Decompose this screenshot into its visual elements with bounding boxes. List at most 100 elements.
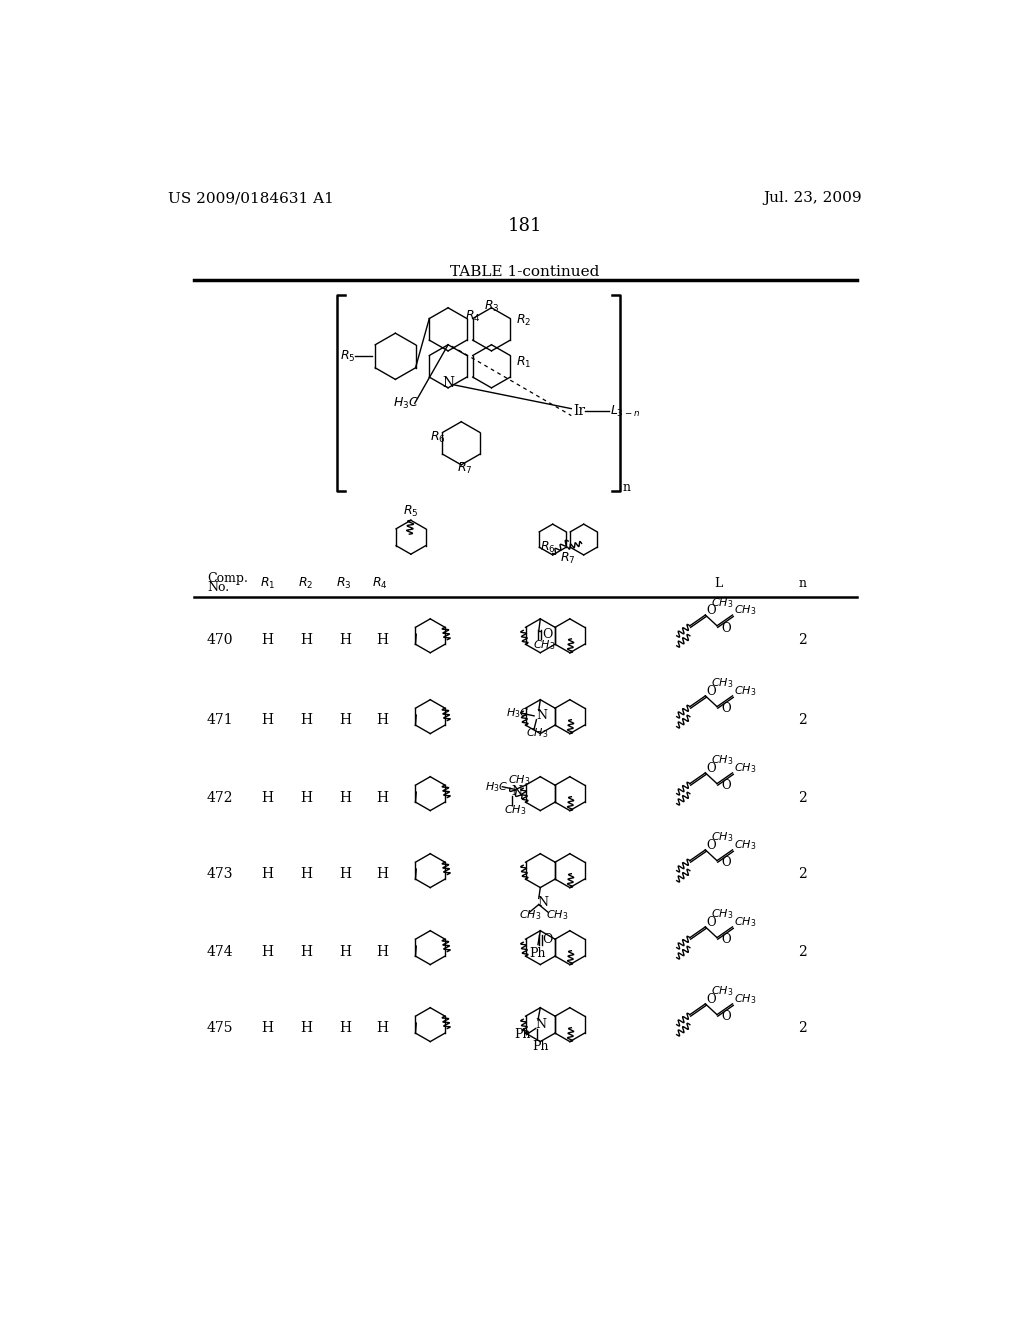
Text: $R_4$: $R_4$ (465, 309, 481, 323)
Text: $R_5$: $R_5$ (403, 503, 419, 519)
Text: $CH_3$: $CH_3$ (734, 915, 757, 929)
Text: $CH_3$: $CH_3$ (734, 603, 757, 618)
Text: O: O (707, 762, 716, 775)
Text: H: H (339, 791, 351, 804)
Text: H: H (376, 867, 388, 882)
Text: US 2009/0184631 A1: US 2009/0184631 A1 (168, 191, 334, 206)
Text: H: H (339, 945, 351, 958)
Text: O: O (543, 628, 553, 640)
Text: $CH_3$: $CH_3$ (532, 638, 555, 652)
Text: n: n (623, 480, 631, 494)
Text: 2: 2 (798, 632, 807, 647)
Text: $CH_3$: $CH_3$ (734, 838, 757, 853)
Text: O: O (707, 603, 716, 616)
Text: O: O (707, 685, 716, 698)
Text: 475: 475 (207, 1022, 233, 1035)
Text: $R_7$: $R_7$ (458, 461, 473, 477)
Text: $R_4$: $R_4$ (372, 576, 388, 591)
Text: 473: 473 (207, 867, 233, 882)
Text: N: N (442, 376, 454, 391)
Text: Ir: Ir (573, 404, 586, 418)
Text: $CH_3$: $CH_3$ (734, 762, 757, 775)
Text: O: O (721, 702, 730, 715)
Text: O: O (721, 622, 730, 635)
Text: $L_{3-n}$: $L_{3-n}$ (610, 404, 640, 418)
Text: $R_3$: $R_3$ (336, 576, 351, 591)
Text: $H_3C$: $H_3C$ (393, 396, 419, 411)
Text: H: H (339, 867, 351, 882)
Text: $CH_3$: $CH_3$ (504, 803, 526, 817)
Text: n: n (799, 577, 806, 590)
Text: $R_1$: $R_1$ (260, 576, 275, 591)
Text: H: H (300, 791, 312, 804)
Text: $CH_3$: $CH_3$ (509, 774, 530, 788)
Text: 474: 474 (207, 945, 233, 958)
Text: N: N (512, 785, 522, 797)
Text: $CH_3$: $CH_3$ (526, 727, 549, 741)
Text: H: H (339, 714, 351, 727)
Text: Comp.: Comp. (207, 572, 248, 585)
Text: 2: 2 (798, 714, 807, 727)
Text: H: H (376, 945, 388, 958)
Text: 472: 472 (207, 791, 233, 804)
Text: 471: 471 (207, 714, 233, 727)
Text: H: H (300, 1022, 312, 1035)
Text: O: O (707, 838, 716, 851)
Text: $R_2$: $R_2$ (299, 576, 313, 591)
Text: H: H (261, 791, 273, 804)
Text: 2: 2 (798, 867, 807, 882)
Text: H: H (376, 632, 388, 647)
Text: H: H (261, 714, 273, 727)
Text: O: O (721, 933, 730, 946)
Text: $CH_3$: $CH_3$ (547, 908, 569, 923)
Text: $R_6$: $R_6$ (541, 540, 556, 554)
Text: H: H (300, 632, 312, 647)
Text: N: N (538, 896, 548, 909)
Text: Ph: Ph (529, 948, 546, 961)
Text: H: H (261, 632, 273, 647)
Text: O: O (707, 916, 716, 929)
Text: H: H (376, 714, 388, 727)
Text: $H_3C$: $H_3C$ (485, 780, 509, 793)
Text: $CH_3$: $CH_3$ (711, 985, 733, 998)
Text: $R_1$: $R_1$ (515, 355, 530, 370)
Text: H: H (261, 867, 273, 882)
Text: $CH_3$: $CH_3$ (518, 908, 541, 923)
Text: TABLE 1-continued: TABLE 1-continued (451, 265, 599, 280)
Text: H: H (376, 1022, 388, 1035)
Text: No.: No. (207, 581, 229, 594)
Text: $CH_3$: $CH_3$ (711, 677, 733, 690)
Text: $R_7$: $R_7$ (560, 552, 577, 566)
Text: H: H (300, 867, 312, 882)
Text: Ph: Ph (514, 1028, 530, 1041)
Text: $CH_3$: $CH_3$ (711, 908, 733, 921)
Text: H: H (261, 945, 273, 958)
Text: H: H (300, 945, 312, 958)
Text: O: O (721, 1010, 730, 1023)
Text: H: H (339, 1022, 351, 1035)
Text: O: O (721, 857, 730, 870)
Text: N: N (536, 1018, 547, 1031)
Text: 2: 2 (798, 945, 807, 958)
Text: 470: 470 (207, 632, 233, 647)
Text: Jul. 23, 2009: Jul. 23, 2009 (764, 191, 862, 206)
Text: $CH_3$: $CH_3$ (734, 684, 757, 698)
Text: $R_5$: $R_5$ (340, 348, 355, 364)
Text: N: N (537, 709, 548, 722)
Text: $CH_3$: $CH_3$ (711, 830, 733, 845)
Text: O: O (721, 779, 730, 792)
Text: O: O (707, 993, 716, 1006)
Text: H: H (339, 632, 351, 647)
Text: $CH_3$: $CH_3$ (711, 754, 733, 767)
Text: $H_3C$: $H_3C$ (506, 706, 529, 721)
Text: H: H (376, 791, 388, 804)
Text: $CH_3$: $CH_3$ (711, 595, 733, 610)
Text: Ph: Ph (532, 1040, 549, 1053)
Text: L: L (715, 577, 723, 590)
Text: 2: 2 (798, 791, 807, 804)
Text: 2: 2 (798, 1022, 807, 1035)
Text: H: H (300, 714, 312, 727)
Text: $R_3$: $R_3$ (483, 298, 500, 314)
Text: H: H (261, 1022, 273, 1035)
Text: $R_2$: $R_2$ (515, 313, 530, 327)
